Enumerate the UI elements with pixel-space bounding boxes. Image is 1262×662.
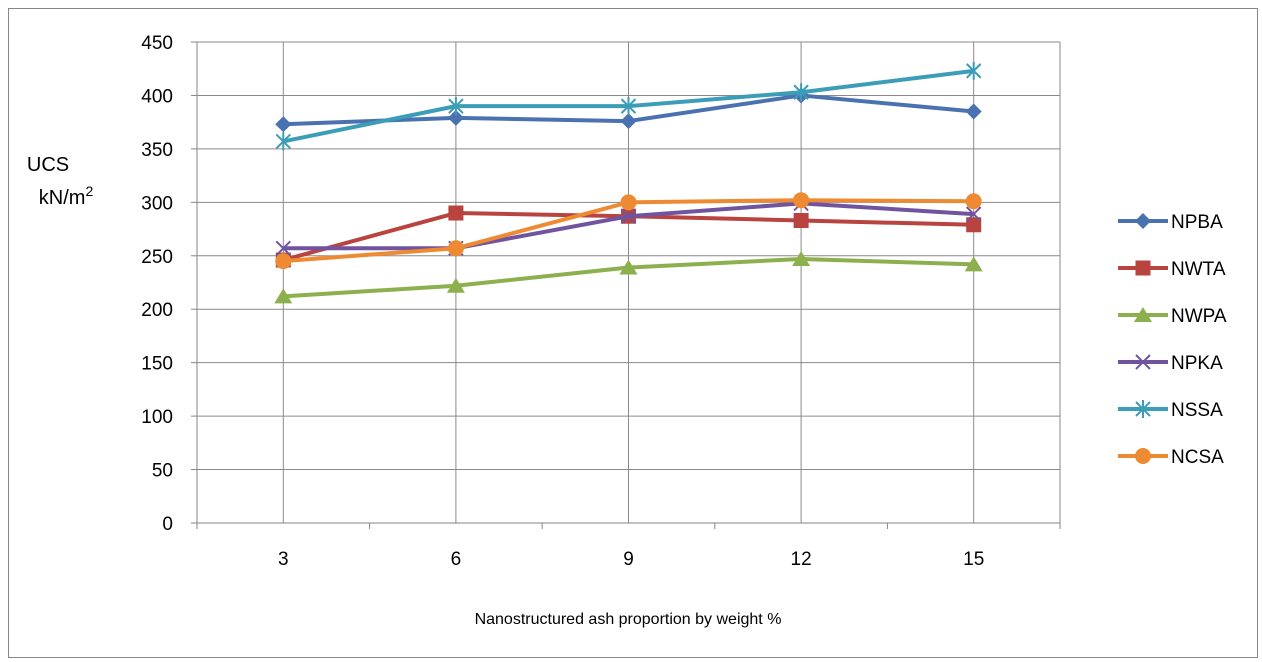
y-tick-label: 400 [141, 86, 173, 107]
legend-marker-ncsa [1135, 448, 1151, 464]
legend-marker-npba [1135, 213, 1151, 229]
y-axis-unit-sup: 2 [85, 183, 93, 199]
y-axis-unit: kN/m2 [39, 183, 94, 209]
x-tick-label: 6 [451, 549, 462, 570]
x-tick-label: 15 [963, 549, 984, 570]
x-tick-label: 12 [791, 549, 812, 570]
y-tick-labels: 0 50 100 150 200 250 300 350 400 450 [141, 33, 173, 535]
data-point-nwpa [446, 277, 465, 293]
legend-item-nssa: NSSA [1118, 400, 1223, 421]
x-tick-label: 9 [623, 549, 634, 570]
data-point-nwta [966, 217, 982, 233]
data-point-nwpa [274, 288, 293, 304]
data-point-npka [620, 208, 637, 224]
legend-label-npka: NPKA [1171, 353, 1223, 374]
y-tick-label: 50 [152, 461, 173, 482]
legend-item-npba: NPBA [1118, 212, 1223, 233]
data-point-npba [620, 113, 637, 130]
data-point-nssa [275, 132, 292, 151]
series-nwpa [274, 250, 983, 304]
y-tick-label: 350 [141, 140, 173, 161]
legend-label-nwpa: NWPA [1171, 306, 1227, 327]
series-npka [275, 195, 982, 257]
data-point-nwpa [619, 259, 638, 275]
data-point-nwta [793, 213, 809, 229]
data-point-npba [447, 109, 464, 126]
data-point-nssa [620, 97, 637, 116]
legend-label-nwta: NWTA [1171, 259, 1226, 280]
legend-item-npka: NPKA [1118, 353, 1223, 374]
data-point-nwpa [792, 250, 811, 266]
y-tick-label: 100 [141, 407, 173, 428]
data-point-ncsa [793, 192, 810, 209]
chart-frame [8, 8, 1258, 658]
legend: NPBA NWTA NWPA NPKA NSSA NCSA [1118, 212, 1227, 468]
data-point-npka [275, 240, 292, 257]
data-point-nssa [793, 83, 809, 102]
legend-item-ncsa: NCSA [1118, 447, 1224, 468]
data-point-npba [965, 103, 982, 120]
legend-marker-nwpa [1134, 307, 1152, 322]
legend-marker-nssa [1135, 400, 1151, 418]
y-tick-label: 150 [141, 354, 173, 375]
y-tick-label: 250 [141, 247, 173, 268]
data-point-nssa [965, 61, 982, 80]
legend-marker-npka [1135, 354, 1151, 370]
x-tick-label: 3 [278, 549, 289, 570]
data-point-nwta [448, 205, 464, 221]
y-tick-label: 300 [141, 193, 173, 214]
legend-label-npba: NPBA [1171, 212, 1223, 233]
series-nssa [275, 61, 982, 151]
data-point-npba [275, 116, 292, 133]
series-ncsa [275, 192, 982, 270]
x-tick-labels: 3 6 9 12 15 [278, 549, 984, 570]
legend-label-nssa: NSSA [1171, 400, 1223, 421]
y-tick-label: 0 [162, 514, 173, 535]
data-point-ncsa [275, 253, 292, 270]
legend-label-ncsa: NCSA [1171, 447, 1224, 468]
data-point-ncsa [965, 193, 982, 210]
axes [191, 41, 1061, 529]
y-tick-label: 450 [141, 33, 173, 54]
data-point-npka [965, 206, 982, 222]
legend-marker-nwta [1135, 260, 1151, 276]
series-group [274, 61, 983, 304]
y-axis-unit-text: kN/m [39, 187, 86, 209]
data-point-nwpa [964, 256, 983, 272]
data-point-ncsa [447, 240, 464, 257]
legend-item-nwta: NWTA [1118, 259, 1226, 280]
legend-item-nwpa: NWPA [1118, 306, 1227, 327]
x-axis-label: Nanostructured ash proportion by weight … [475, 611, 782, 628]
y-axis-label: UCS [27, 154, 69, 176]
y-tick-label: 200 [141, 300, 173, 321]
data-point-nssa [448, 97, 464, 116]
data-point-ncsa [620, 194, 637, 211]
